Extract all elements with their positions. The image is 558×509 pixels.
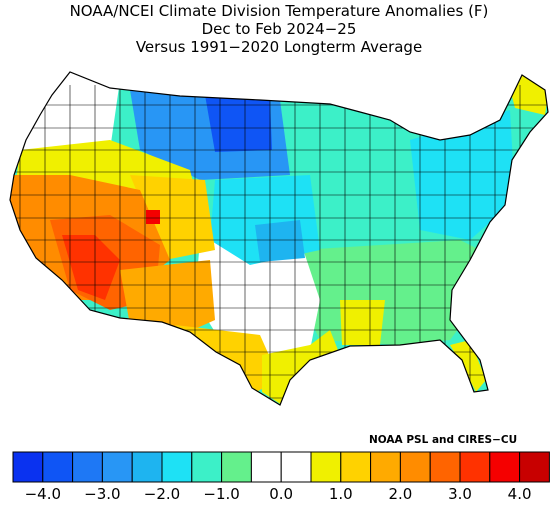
credit-label: NOAA PSL and CIRES−CU [369, 434, 518, 446]
legend-tick-label: 0.0 [269, 485, 294, 503]
map-region-wyoming-colorado [130, 175, 215, 260]
legend-tick-label: −4.0 [24, 485, 62, 503]
legend-tick-label: 1.0 [328, 485, 353, 503]
legend-tick-label: −2.0 [143, 485, 181, 503]
map-region-southwest-core [62, 235, 120, 300]
map-region-dakotas [205, 95, 272, 152]
legend-swatch [429, 451, 461, 483]
map-region-utah-hotspot [146, 210, 160, 224]
legend-swatch [221, 451, 252, 483]
map-region-florida [450, 340, 486, 392]
legend-swatch [310, 451, 342, 483]
legend-swatch [72, 451, 103, 483]
legend-swatch [101, 451, 133, 483]
chart-baseline: Versus 1991−2020 Longterm Average [135, 38, 423, 56]
color-legend [12, 451, 550, 483]
chart-title: NOAA/NCEI Climate Division Temperature A… [69, 2, 489, 20]
legend-swatch [250, 451, 282, 483]
map-region-northeast [410, 110, 515, 240]
legend-swatch [459, 451, 491, 483]
legend-tick-label: −3.0 [84, 485, 121, 503]
map-region-kansas [255, 220, 305, 262]
legend-swatch [370, 451, 401, 483]
map-region-gulf-coast [262, 330, 340, 405]
legend-swatch [519, 451, 550, 483]
chart-period: Dec to Feb 2024−25 [201, 20, 357, 38]
legend-swatch [280, 451, 312, 483]
legend-swatch [340, 451, 372, 483]
us-climate-division-map [9, 71, 549, 406]
legend-swatch [489, 451, 521, 483]
legend-swatch [12, 451, 44, 483]
legend-tick-label: 3.0 [448, 485, 472, 503]
legend-tick-label: 2.0 [388, 485, 413, 503]
legend-swatch [191, 451, 223, 483]
legend-swatch [161, 451, 193, 483]
legend-swatch [42, 451, 74, 483]
legend-tick-label: −1.0 [203, 485, 240, 503]
legend-swatch [131, 451, 163, 483]
legend-swatch [399, 451, 431, 483]
legend-tick-label: 4.0 [507, 485, 532, 503]
map-region-mississippi [340, 300, 385, 345]
us-outline [9, 71, 549, 406]
